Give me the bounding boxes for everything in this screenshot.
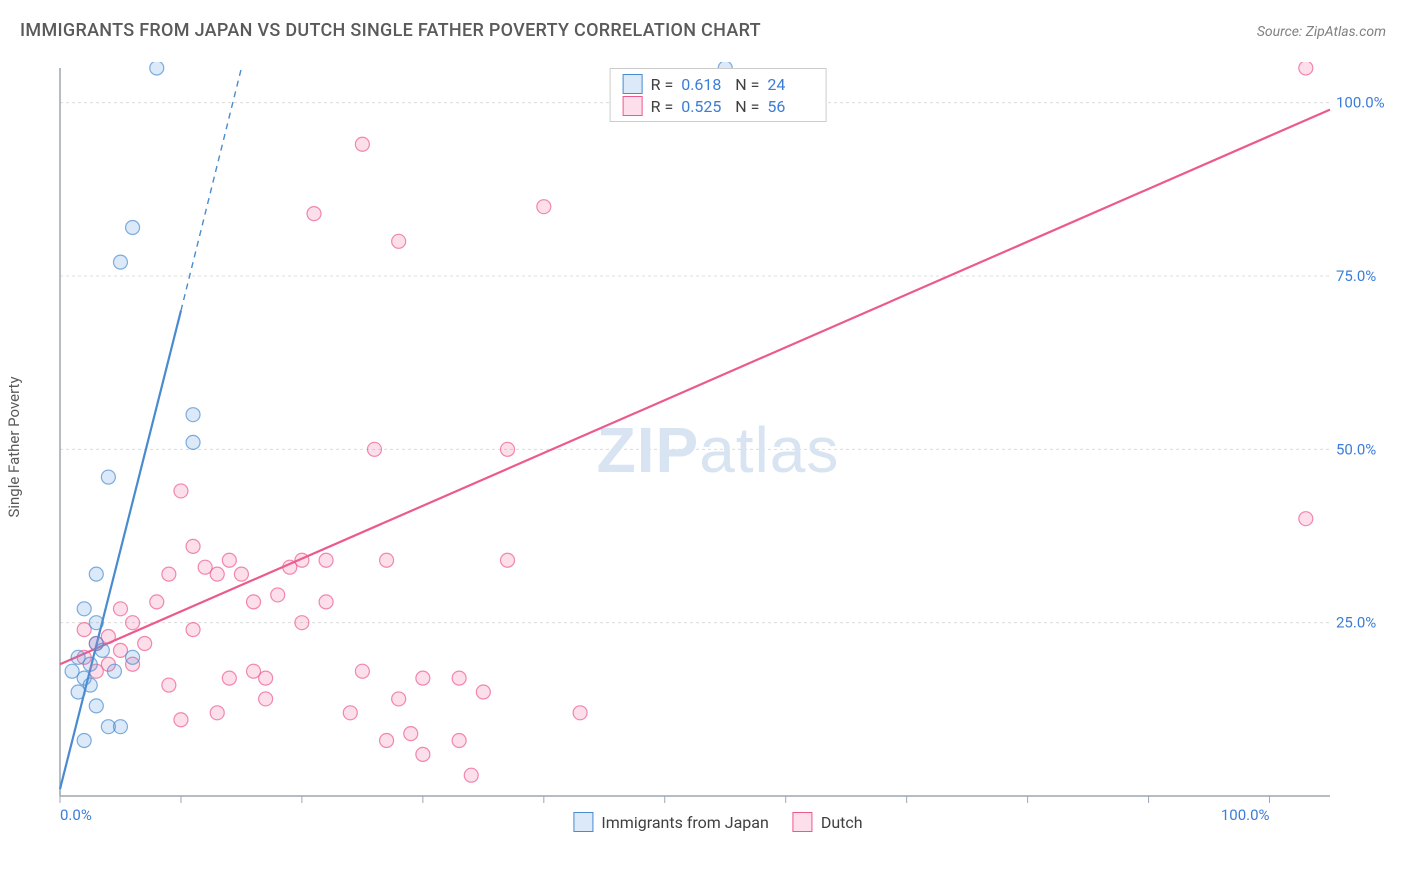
legend-n-label: N =	[735, 75, 759, 94]
legend-r-value-a: 0.618	[681, 75, 727, 94]
swatch-series-b	[793, 812, 813, 832]
legend-item-series-a: Immigrants from Japan	[573, 812, 768, 832]
legend-item-series-b: Dutch	[793, 812, 863, 832]
correlation-legend: R = 0.618 N = 24 R = 0.525 N = 56	[610, 68, 827, 122]
legend-label-series-a: Immigrants from Japan	[601, 813, 768, 832]
legend-label-series-b: Dutch	[821, 813, 863, 832]
svg-text:100.0%: 100.0%	[1221, 806, 1270, 824]
legend-row-series-b: R = 0.525 N = 56	[623, 95, 814, 117]
source-name: ZipAtlas.com	[1306, 24, 1386, 40]
series-legend: Immigrants from Japan Dutch	[573, 812, 862, 832]
watermark: ZIPatlas	[597, 414, 840, 486]
y-axis-title: Single Father Poverty	[5, 376, 23, 517]
title-bar: IMMIGRANTS FROM JAPAN VS DUTCH SINGLE FA…	[20, 20, 1386, 41]
svg-text:75.0%: 75.0%	[1336, 267, 1376, 285]
plot-area: Single Father Poverty ZIPatlas 0.0%100.0…	[50, 62, 1386, 832]
svg-text:25.0%: 25.0%	[1336, 614, 1376, 632]
svg-text:50.0%: 50.0%	[1336, 440, 1376, 458]
scatter-chart: ZIPatlas 0.0% 100.0% 25.0% 50.0% 75.0% 100.0%	[50, 62, 1386, 832]
chart-title: IMMIGRANTS FROM JAPAN VS DUTCH SINGLE FA…	[20, 20, 761, 41]
legend-r-label: R =	[651, 97, 674, 116]
swatch-series-a	[573, 812, 593, 832]
svg-text:0.0%: 0.0%	[60, 806, 92, 824]
legend-r-value-b: 0.525	[681, 97, 727, 116]
swatch-series-b	[623, 96, 643, 116]
source-label: Source:	[1257, 24, 1306, 40]
legend-n-value-b: 56	[767, 97, 813, 116]
legend-n-value-a: 24	[767, 75, 813, 94]
legend-r-label: R =	[651, 75, 674, 94]
legend-row-series-a: R = 0.618 N = 24	[623, 73, 814, 95]
legend-n-label: N =	[735, 97, 759, 116]
source-attribution: Source: ZipAtlas.com	[1257, 24, 1386, 40]
swatch-series-a	[623, 74, 643, 94]
svg-text:100.0%: 100.0%	[1336, 94, 1385, 112]
